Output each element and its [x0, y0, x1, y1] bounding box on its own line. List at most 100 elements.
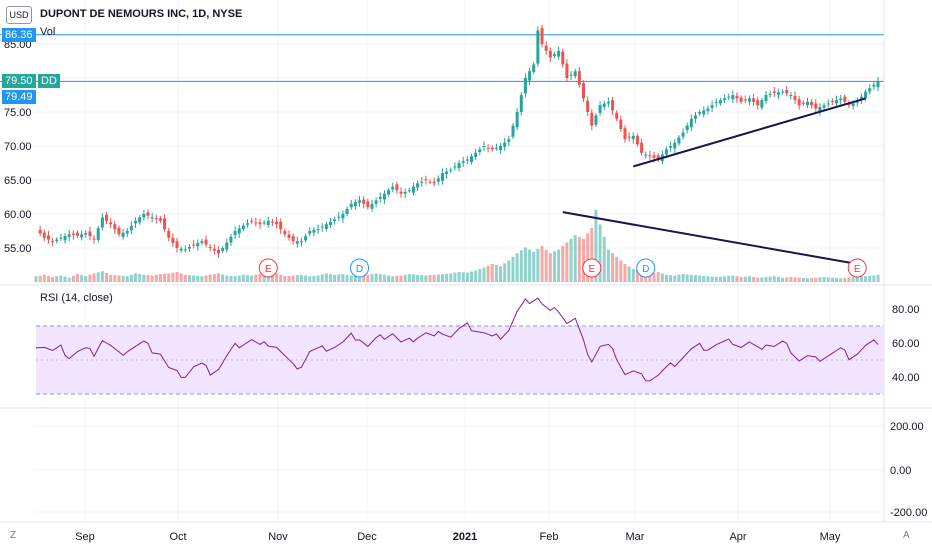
candle-body [440, 173, 444, 181]
candle-body [789, 95, 793, 96]
candle-body [320, 226, 324, 228]
candle-body [511, 125, 515, 137]
event-marker-label: D [642, 264, 649, 275]
volume-bar [150, 275, 154, 282]
candle-body [785, 89, 789, 94]
candle-body [258, 222, 262, 225]
candle-body [669, 146, 673, 148]
volume-bar [109, 274, 113, 282]
candle-body [270, 221, 274, 223]
volume-bar [648, 273, 652, 282]
volume-bar [424, 275, 428, 282]
candle-body [134, 220, 138, 224]
price-tick-label: 75.00 [4, 107, 32, 119]
volume-bar [602, 237, 606, 282]
candle-body [528, 71, 532, 81]
candle-body [436, 178, 440, 182]
candle-body [204, 239, 208, 245]
volume-bar [851, 277, 855, 282]
event-marker-label: D [356, 264, 363, 275]
volume-bar [192, 275, 196, 282]
currency-badge[interactable]: USD [6, 6, 32, 24]
volume-bar [490, 264, 494, 282]
volume-bar [474, 270, 478, 282]
trendlines [562, 97, 866, 265]
volume-bar [756, 277, 760, 282]
candle-body [212, 248, 216, 251]
volume-bar [324, 273, 328, 282]
candle-body [358, 200, 362, 203]
candle-body [46, 235, 50, 240]
volume-bar [805, 278, 809, 282]
volume-bar [577, 237, 581, 282]
volume-bar [395, 275, 399, 282]
candle-body [627, 136, 631, 138]
candle-body [677, 137, 681, 144]
volume-bar [262, 271, 266, 282]
candle-body [470, 156, 474, 163]
candle-body [478, 149, 482, 152]
bottom-pane-tick-label: -200.00 [890, 507, 927, 519]
candle-body [685, 125, 689, 130]
volume-bar [536, 248, 540, 282]
candle-body [362, 199, 366, 204]
volume-bar [308, 276, 312, 282]
volume-bar [785, 277, 789, 282]
candle-body [163, 218, 167, 230]
candle-body [154, 218, 158, 220]
candle-body [606, 101, 610, 104]
candle-body [171, 237, 175, 243]
volume-bar [378, 274, 382, 282]
volume-bar [677, 274, 681, 282]
candle-body [71, 233, 75, 236]
candle-body [109, 222, 113, 225]
zoom-button[interactable]: Z [10, 530, 17, 541]
candle-body [532, 64, 536, 73]
volume-bar [117, 275, 121, 282]
candle-body [519, 95, 523, 112]
volume-bar [507, 260, 511, 282]
candle-body [158, 218, 162, 221]
candle-body [150, 217, 154, 219]
volume-bar [436, 274, 440, 282]
candle-body [67, 234, 71, 237]
volume-bar [163, 273, 167, 282]
candle-body [623, 128, 627, 140]
volume-bar [627, 266, 631, 282]
candle-body [810, 101, 814, 106]
candle-body [702, 110, 706, 115]
candle-body [602, 103, 606, 107]
volume-bar [358, 276, 362, 282]
candle-body [308, 231, 312, 234]
volume-bar [183, 274, 187, 282]
candle-body [577, 71, 581, 85]
candle-body [424, 179, 428, 181]
volume-bar [407, 274, 411, 282]
volume-bar [370, 274, 374, 282]
volume-bar [478, 269, 482, 282]
volume-bar [71, 275, 75, 282]
volume-bar [46, 275, 50, 282]
volume-bar [34, 276, 38, 282]
volume-bar [752, 276, 756, 282]
candle-body [486, 147, 490, 149]
candle-body [830, 101, 834, 103]
candle-body [146, 212, 150, 216]
candle-body [710, 105, 714, 108]
event-marker-label: E [588, 264, 595, 275]
volume-bar [523, 247, 527, 282]
candle-body [718, 100, 722, 104]
volume-bar [345, 274, 349, 282]
auto-scale-button[interactable]: A [903, 530, 910, 541]
volume-bar [92, 273, 96, 282]
volume-bar [656, 271, 660, 282]
candle-body [739, 97, 743, 102]
volume-bar [158, 274, 162, 282]
volume-trendline [562, 211, 858, 265]
volume-bar [760, 277, 764, 282]
volume-bar [453, 272, 457, 282]
candle-body [96, 228, 100, 240]
volume-bar [623, 264, 627, 282]
candle-body [673, 142, 677, 149]
volume-bar [171, 272, 175, 282]
